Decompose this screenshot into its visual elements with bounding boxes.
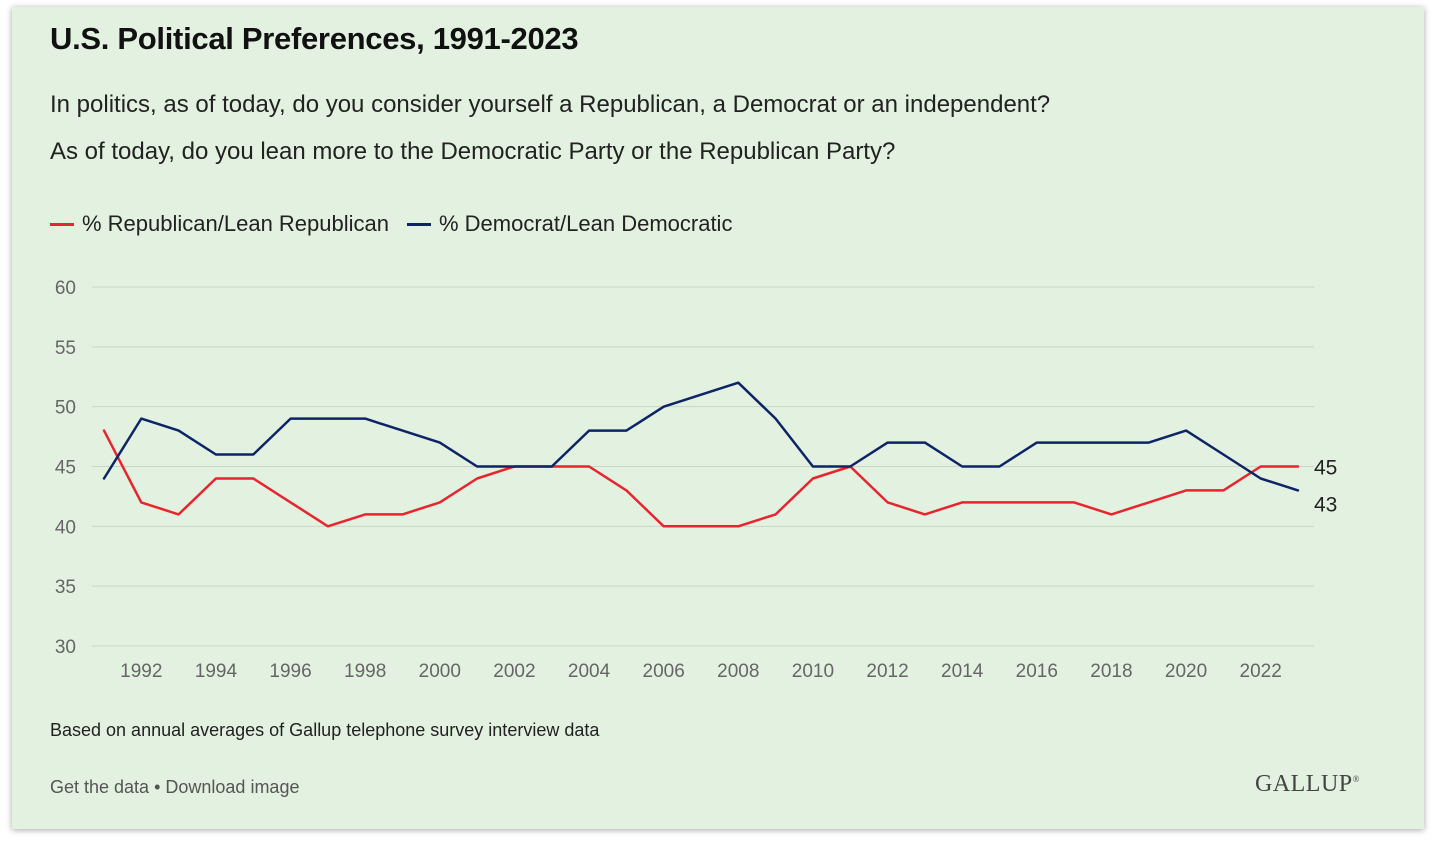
y-tick-label: 40	[55, 517, 76, 538]
chart-links: Get the data • Download image	[50, 777, 299, 798]
legend-swatch-democrat	[407, 222, 431, 226]
y-tick-label: 60	[55, 278, 76, 299]
x-tick-label: 2012	[866, 661, 908, 682]
end-label-republican: 45	[1314, 457, 1337, 480]
x-tick-label: 2002	[493, 661, 535, 682]
get-data-link[interactable]: Get the data	[50, 777, 150, 797]
survey-question-1: In politics, as of today, do you conside…	[50, 91, 1051, 118]
series-line-democrat	[102, 381, 1300, 492]
y-tick-label: 55	[55, 338, 76, 359]
legend-swatch-republican	[50, 222, 74, 226]
x-tick-label: 2006	[643, 661, 685, 682]
legend-item-republican: % Republican/Lean Republican	[50, 211, 389, 237]
chart-footnote: Based on annual averages of Gallup telep…	[50, 720, 600, 740]
x-tick-label: 2014	[941, 661, 984, 682]
legend-label-democrat: % Democrat/Lean Democratic	[439, 211, 733, 236]
x-tick-label: 2016	[1016, 661, 1058, 682]
x-tick-label: 1992	[120, 661, 162, 682]
chart-legend: % Republican/Lean Republican % Democrat/…	[50, 211, 750, 237]
y-tick-label: 30	[55, 637, 76, 658]
line-chart: 30 35 40 45 50 55 60 1992 1994 1996 1998 2000 2002 20…	[55, 278, 1338, 682]
gallup-logo: GALLUP®	[1254, 771, 1360, 797]
x-tick-label: 2000	[419, 661, 461, 682]
legend-item-democrat: % Democrat/Lean Democratic	[407, 211, 732, 237]
x-tick-label: 1996	[269, 661, 311, 682]
x-tick-label: 2004	[568, 661, 611, 682]
chart-title: U.S. Political Preferences, 1991-2023	[50, 21, 579, 56]
x-tick-label: 1994	[195, 661, 238, 682]
x-tick-label: 2010	[792, 661, 834, 682]
y-tick-label: 35	[55, 577, 76, 598]
series-line-republican	[102, 429, 1300, 528]
download-image-link[interactable]: Download image	[165, 777, 300, 797]
link-separator: •	[149, 777, 166, 797]
chart-card: U.S. Political Preferences, 1991-2023 In…	[12, 7, 1424, 829]
x-tick-label: 2018	[1090, 661, 1132, 682]
x-tick-label: 2008	[717, 661, 759, 682]
x-tick-label: 1998	[344, 661, 386, 682]
x-tick-label: 2020	[1165, 661, 1207, 682]
survey-question-2: As of today, do you lean more to the Dem…	[50, 138, 896, 165]
y-tick-label: 45	[55, 458, 76, 479]
y-tick-label: 50	[55, 398, 76, 419]
legend-label-republican: % Republican/Lean Republican	[82, 211, 389, 236]
x-tick-label: 2022	[1240, 661, 1282, 682]
end-label-democrat: 43	[1314, 493, 1337, 516]
